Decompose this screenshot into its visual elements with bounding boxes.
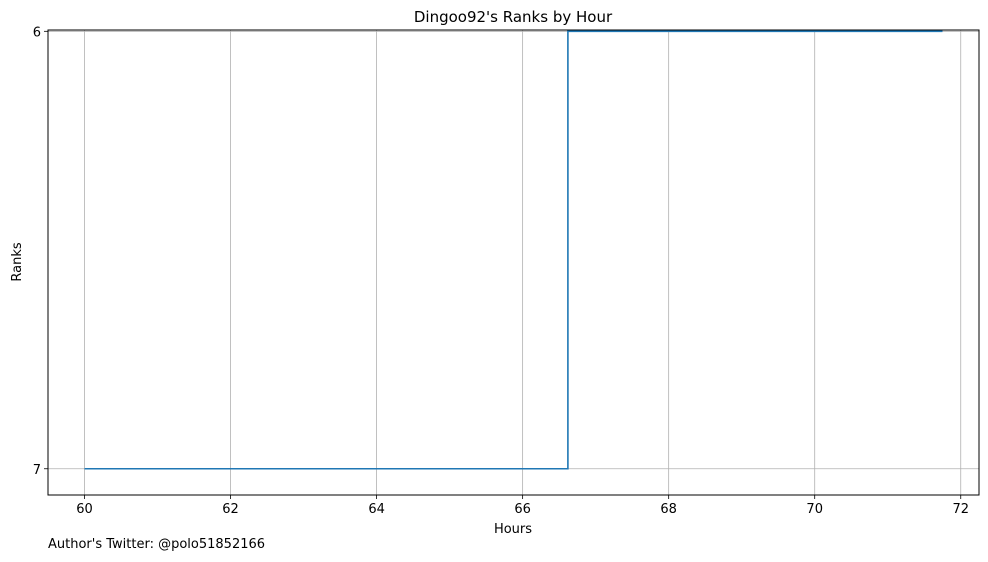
grid bbox=[48, 30, 979, 495]
x-tick-label: 68 bbox=[660, 502, 677, 517]
x-tick-label: 64 bbox=[368, 502, 385, 517]
y-axis-label: Ranks bbox=[10, 242, 25, 281]
x-tick-label: 62 bbox=[222, 502, 239, 517]
y-tick-label: 6 bbox=[33, 25, 41, 40]
series-layer bbox=[84, 30, 943, 470]
x-axis-label: Hours bbox=[494, 522, 532, 537]
x-tick-label: 60 bbox=[76, 502, 93, 517]
chart-title: Dingoo92's Ranks by Hour bbox=[414, 8, 613, 26]
x-tick-label: 66 bbox=[514, 502, 531, 517]
x-tick-label: 72 bbox=[952, 502, 969, 517]
x-tick-label: 70 bbox=[806, 502, 823, 517]
rank-series-line bbox=[84, 30, 943, 470]
y-tick-label: 7 bbox=[33, 463, 41, 478]
plot-frame bbox=[47, 29, 980, 496]
x-axis-ticks: 60 62 64 66 68 70 72 bbox=[76, 495, 969, 517]
y-axis-ticks: 67 bbox=[33, 25, 48, 478]
author-twitter-note: Author's Twitter: @polo51852166 bbox=[48, 537, 266, 552]
